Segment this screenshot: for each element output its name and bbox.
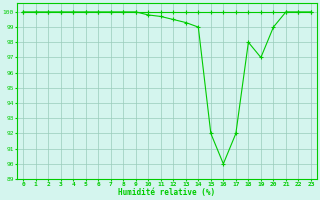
X-axis label: Humidité relative (%): Humidité relative (%): [118, 188, 216, 197]
